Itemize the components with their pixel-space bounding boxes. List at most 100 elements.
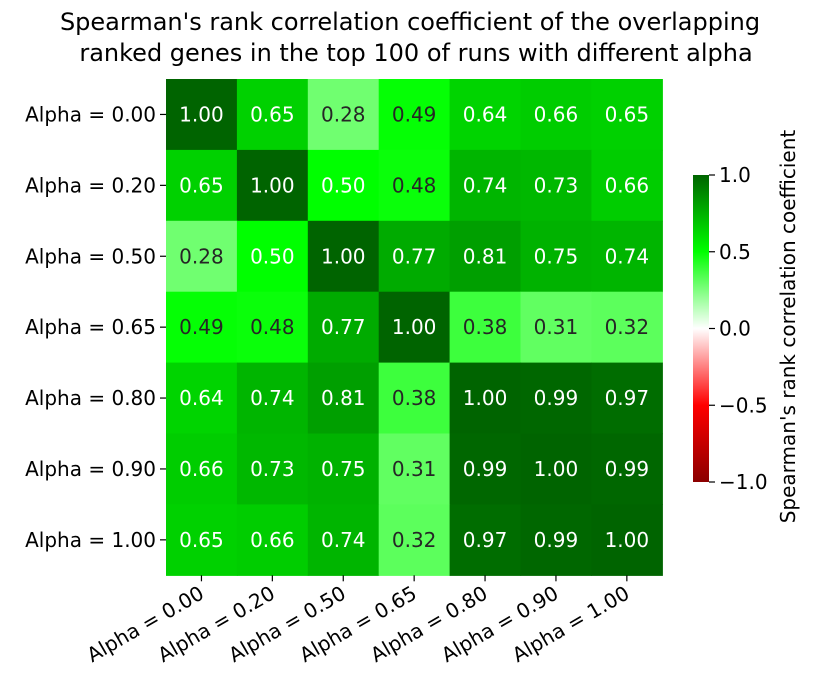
y-axis: Alpha = 0.00 Alpha = 0.20 Alpha = 0.50 Alph… (25, 102, 166, 552)
chart-title-line-2: ranked genes in the top 100 of runs with… (79, 39, 752, 67)
cell-value-label: 0.74 (463, 173, 508, 197)
cell-value-label: 0.75 (321, 457, 366, 481)
cell-value-label: 0.28 (321, 102, 366, 126)
heatmap-cell (307, 220, 380, 293)
heatmap-cell (236, 504, 309, 576)
heatmap-cell (307, 149, 380, 222)
y-tick-label: Alpha = 1.00 (25, 528, 156, 552)
heatmap-cell (166, 291, 238, 364)
cell-value-label: 0.73 (250, 457, 295, 481)
heatmap-cell (378, 149, 451, 222)
cell-value-label: 0.65 (179, 173, 224, 197)
heatmap-cell (166, 79, 238, 151)
heatmap-cell (378, 220, 451, 293)
cell-value-label: 0.49 (392, 102, 437, 126)
heatmap-cell (307, 504, 380, 576)
cell-value-label: 0.64 (463, 102, 508, 126)
cell-value-label: 0.81 (463, 244, 508, 268)
heatmap-cell (378, 504, 451, 576)
cell-value-label: 0.65 (179, 528, 224, 552)
y-tick-label: Alpha = 0.65 (25, 315, 156, 339)
colorbar-gradient (693, 175, 709, 482)
cell-value-label: 0.66 (605, 173, 650, 197)
heatmap-cell (378, 79, 451, 151)
cell-value-label: 0.74 (605, 244, 650, 268)
cell-value-label: 0.99 (534, 528, 579, 552)
colorbar-tick-label: 0.0 (719, 317, 751, 341)
cell-value-label: 0.99 (463, 457, 508, 481)
heatmap-cell (236, 291, 309, 364)
colorbar-tick-label: 0.5 (719, 240, 751, 264)
cell-value-label: 0.65 (250, 102, 295, 126)
heatmap-cell (520, 149, 592, 222)
heatmap-cell (166, 362, 238, 435)
colorbar-tick-label: 1.0 (719, 163, 751, 187)
cell-value-label: 0.77 (392, 244, 437, 268)
heatmap-cell (236, 79, 309, 151)
heatmap-cell (591, 362, 663, 435)
heatmap-cell (520, 79, 592, 151)
cell-value-label: 0.75 (534, 244, 579, 268)
cell-value-label: 0.32 (392, 528, 437, 552)
heatmap-cell (236, 362, 309, 435)
cell-value-label: 0.48 (392, 173, 437, 197)
y-tick-label: Alpha = 0.90 (25, 457, 156, 481)
heatmap-cell (236, 220, 309, 293)
cell-value-label: 1.00 (463, 386, 508, 410)
chart-title: Spearman's rank correlation coefficient … (60, 8, 760, 67)
y-tick-label: Alpha = 0.00 (25, 102, 156, 126)
cell-value-label: 0.66 (179, 457, 224, 481)
heatmap-cell (166, 149, 238, 222)
heatmap-cells (166, 79, 663, 576)
cell-value-label: 1.00 (605, 528, 650, 552)
heatmap-cell (166, 220, 238, 293)
cell-value-label: 0.48 (250, 315, 295, 339)
cell-value-label: 0.28 (179, 244, 224, 268)
y-tick-label: Alpha = 0.50 (25, 244, 156, 268)
heatmap-cell (591, 291, 663, 364)
heatmap-cell (449, 291, 522, 364)
cell-value-label: 1.00 (534, 457, 579, 481)
heatmap-cell (236, 433, 309, 505)
cell-value-label: 0.74 (321, 528, 366, 552)
heatmap-cell (449, 79, 522, 151)
cell-value-label: 0.66 (534, 102, 579, 126)
cell-value-label: 0.99 (605, 457, 650, 481)
heatmap-cell (307, 362, 380, 435)
heatmap-cell (449, 504, 522, 576)
y-tick-label: Alpha = 0.80 (25, 386, 156, 410)
heatmap-cell (307, 433, 380, 505)
heatmap-cell (378, 362, 451, 435)
heatmap-cell (520, 504, 592, 576)
cell-value-label: 0.81 (321, 386, 366, 410)
heatmap-cell (591, 149, 663, 222)
heatmap-cell (520, 291, 592, 364)
cell-value-label: 1.00 (392, 315, 437, 339)
cell-value-label: 0.50 (321, 173, 366, 197)
cell-value-label: 0.99 (534, 386, 579, 410)
colorbar-tick-label: −1.0 (719, 470, 768, 494)
x-tick-label: Alpha = 0.00 (83, 581, 208, 667)
cell-value-label: 0.31 (534, 315, 579, 339)
cell-value-label: 0.38 (463, 315, 508, 339)
cell-value-label: 0.97 (605, 386, 650, 410)
heatmap-cell (591, 433, 663, 505)
heatmap-cell (449, 220, 522, 293)
cell-value-label: 0.97 (463, 528, 508, 552)
heatmap-cell (591, 504, 663, 576)
heatmap-cell (449, 433, 522, 505)
cell-value-label: 0.38 (392, 386, 437, 410)
heatmap-cell (591, 79, 663, 151)
heatmap-cell (520, 220, 592, 293)
colorbar-tick-label: −0.5 (719, 393, 768, 417)
cell-value-label: 0.65 (605, 102, 650, 126)
y-tick-label: Alpha = 0.20 (25, 173, 156, 197)
heatmap-cell (520, 433, 592, 505)
cell-value-label: 0.50 (250, 244, 295, 268)
heatmap-cell (307, 79, 380, 151)
cell-value-label: 0.66 (250, 528, 295, 552)
heatmap-cell (449, 149, 522, 222)
heatmap-cell (166, 504, 238, 576)
